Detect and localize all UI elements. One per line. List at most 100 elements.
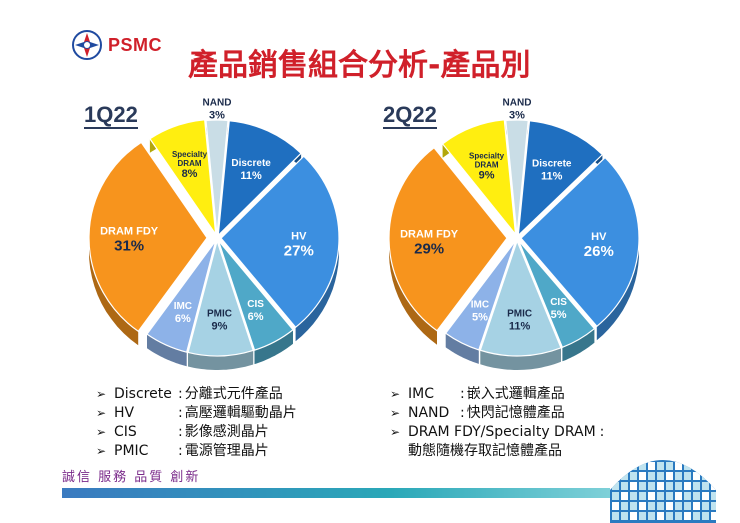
pie-1q22-label-pct: 8% <box>182 168 198 180</box>
dome-tile <box>630 492 637 500</box>
legend-desc: 分離式元件產品 <box>184 386 283 402</box>
dome-tile <box>693 442 700 450</box>
chart-title-1q22: 1Q22 <box>84 102 138 129</box>
pie-1q22-label-name: CIS <box>247 299 264 310</box>
dome-tile <box>612 442 619 450</box>
dome-tile <box>630 502 637 510</box>
pie-1q22-label-pct: 6% <box>175 313 191 325</box>
legend-desc: 高壓邏輯驅動晶片 <box>184 405 297 421</box>
dome-tile <box>621 482 628 490</box>
legend-key: IMC <box>408 386 434 402</box>
pie-2q22-label-pct: 3% <box>509 110 525 122</box>
dome-tile <box>711 472 716 480</box>
dome-tile <box>630 462 637 470</box>
legend-key: Discrete <box>114 386 172 402</box>
pie-chart-2q22-svg: NAND3%Discrete11%HV26%CIS5%PMIC11%IMC5%D… <box>388 98 640 370</box>
pie-1q22-label-pct: 9% <box>212 320 228 332</box>
dome-tile <box>666 472 673 480</box>
pie-1q22-slice-pmic <box>187 238 254 357</box>
pie-1q22-slice-imc <box>146 240 217 353</box>
dome-tile <box>657 462 664 470</box>
brand-name: PSMC <box>108 34 163 55</box>
legend-item: ➢ DRAM FDY/Specialty DRAM : <box>390 423 606 442</box>
dome-tile <box>675 512 682 520</box>
dome-tile <box>711 502 716 510</box>
footer-bar <box>62 488 610 498</box>
pie-2q22-label-name: CIS <box>550 297 567 308</box>
dome-tile <box>684 452 691 460</box>
pie-2q22-slice-side-cis <box>562 328 595 362</box>
dome-tile <box>702 512 709 520</box>
dome-tile <box>666 512 673 520</box>
pie-2q22-label-pct: 26% <box>584 243 614 260</box>
arrow-bullet-icon: ➢ <box>96 387 107 401</box>
pie-1q22-label-name: PMIC <box>207 308 232 319</box>
dome-tile <box>666 452 673 460</box>
dome-tile <box>630 512 637 520</box>
dome-tile <box>693 502 700 510</box>
dome-tile <box>639 492 646 500</box>
dome-tile <box>693 482 700 490</box>
dome-tile <box>657 482 664 490</box>
legend-key: CIS <box>114 424 137 440</box>
arrow-bullet-icon: ➢ <box>390 387 401 401</box>
dome-tile <box>666 502 673 510</box>
dome-tile <box>675 492 682 500</box>
pie-1q22-label-pct: 11% <box>240 170 262 182</box>
legend-separator: : <box>178 386 183 402</box>
dome-tile <box>702 472 709 480</box>
dome-tile <box>657 492 664 500</box>
dome-tile <box>612 452 619 460</box>
dome-tile <box>693 512 700 520</box>
dome-tile <box>684 512 691 520</box>
pie-2q22-label-name: DRAM FDY <box>400 228 459 240</box>
pie-2q22-label-name: Specialty <box>469 151 505 160</box>
legend-separator: : <box>460 386 465 402</box>
pie-2q22-label-name: HV <box>591 231 607 243</box>
dome-tile <box>711 442 716 450</box>
dome-tile <box>702 482 709 490</box>
legend-key: NAND <box>408 405 450 421</box>
legend-item: ➢ HV : 高壓邏輯驅動晶片 <box>96 404 297 423</box>
pie-1q22-slice-side-cis <box>254 329 293 365</box>
dome-tile <box>612 472 619 480</box>
pie-1q22-label-pct: 3% <box>209 110 225 122</box>
dome-tile <box>621 502 628 510</box>
pie-2q22-slice-dram-fdy <box>388 146 508 332</box>
dome-tile <box>612 502 619 510</box>
dome-tile <box>666 462 673 470</box>
legend-item: ➢ IMC : 嵌入式邏輯產品 <box>390 385 606 404</box>
arrow-bullet-icon: ➢ <box>96 406 107 420</box>
pie-2q22-label-name: NAND <box>503 98 532 109</box>
dome-tile <box>639 452 646 460</box>
pie-1q22-slice-nand <box>205 119 229 236</box>
dome-tile <box>675 442 682 450</box>
dome-tile <box>666 482 673 490</box>
pie-2q22-label-name: PMIC <box>507 308 532 319</box>
dome-tile <box>639 472 646 480</box>
pie-2q22-slice-nand <box>505 119 529 236</box>
pie-2q22-label-pct: 5% <box>472 312 488 324</box>
dome-tile <box>675 472 682 480</box>
pie-1q22-label-pct: 6% <box>248 311 264 323</box>
dome-tile <box>639 502 646 510</box>
pie-1q22-label-name: Discrete <box>231 158 271 169</box>
legend-key: HV <box>114 405 135 421</box>
pie-1q22-slice-specialty-dram <box>149 119 217 237</box>
arrow-bullet-icon: ➢ <box>390 425 401 439</box>
pie-2q22-slice-pmic <box>479 239 562 357</box>
dome-tile <box>648 442 655 450</box>
dome-tile <box>693 462 700 470</box>
legend-separator: : <box>599 424 605 440</box>
dome-tile <box>684 442 691 450</box>
pie-chart-2q22: NAND 3% Discrete 11% HV 26% CIS 5% PMIC 11% IMC 5% D… <box>372 98 672 375</box>
dome-tile <box>657 442 664 450</box>
pie-2q22-slice-specialty-dram <box>441 119 517 237</box>
pie-1q22-label-name: NAND <box>203 98 232 109</box>
dome-tile <box>711 452 716 460</box>
dome-tile <box>693 492 700 500</box>
pie-2q22-label-pct: 9% <box>479 169 495 181</box>
dome-tile <box>648 482 655 490</box>
company-logo: PSMC <box>72 30 162 60</box>
pie-2q22-slice-discrete <box>517 120 604 237</box>
